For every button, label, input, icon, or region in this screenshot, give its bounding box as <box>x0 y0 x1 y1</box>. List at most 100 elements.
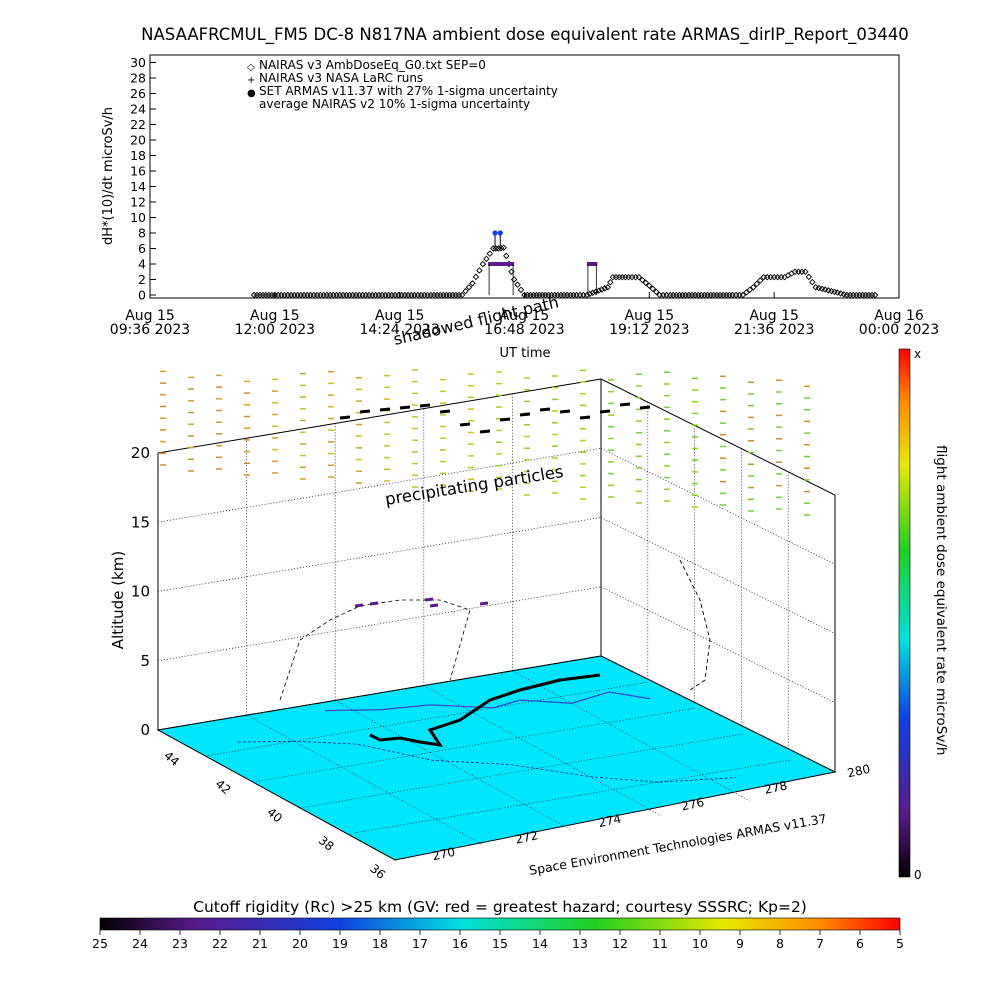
nairas-v3-point <box>307 291 314 299</box>
rigidity-tick-label: 17 <box>412 936 428 951</box>
longitude-tick-label: 276 <box>680 795 705 813</box>
nairas-v3-point <box>770 273 778 281</box>
flight-segment <box>639 405 651 410</box>
rigidity-colorbar-title: Cutoff rigidity (Rc) >25 km (GV: red = g… <box>193 898 807 916</box>
rigidity-tick-label: 21 <box>252 936 268 951</box>
state-border <box>237 740 737 783</box>
flight-segment <box>619 402 631 407</box>
nairas-v3-point <box>659 291 667 299</box>
rigidity-tick-label: 25 <box>92 936 108 951</box>
nairas-v3-point <box>287 291 295 299</box>
armas-point <box>492 230 498 236</box>
nairas-v3-point <box>300 291 308 299</box>
rigidity-tick-label: 10 <box>692 936 708 951</box>
nairas-v3-point <box>809 278 816 286</box>
nairas-v3-point <box>635 273 643 281</box>
nairas-v3-point <box>333 291 340 299</box>
x-tick-label-date: Aug 15 <box>250 308 300 324</box>
nairas-v3-point <box>317 291 324 299</box>
nairas-v3-point <box>401 291 409 299</box>
nairas-v3-point <box>492 245 500 252</box>
nairas-v3-point <box>304 291 311 299</box>
rigidity-tick-label: 16 <box>452 936 468 951</box>
legend-entry: NAIRAS v3 AmbDoseEq_G0.txt SEP=0 <box>259 58 486 72</box>
nairas-v3-point <box>642 279 650 287</box>
wall-grid-line <box>157 517 602 592</box>
nairas-v3-point <box>404 291 412 299</box>
flight-dose-mark <box>424 597 434 602</box>
longitude-tick-label: 280 <box>846 762 871 780</box>
longitude-tick-label: 274 <box>597 812 622 830</box>
nairas-v3-point <box>750 284 757 291</box>
latitude-tick-label: 44 <box>161 748 182 769</box>
nairas-v3-point <box>320 291 327 299</box>
rigidity-tick-label: 19 <box>332 936 348 951</box>
precipitating-particles-label: precipitating particles <box>384 462 565 509</box>
nairas-v3-point <box>739 291 747 299</box>
precipitating-particle-field <box>160 369 810 516</box>
nairas-v3-point <box>592 288 600 295</box>
nairas-v3-point <box>500 244 507 251</box>
longitude-axis: 270 272 274 276 278 280 <box>431 762 871 863</box>
legend-entry: average NAIRAS v2 10% 1-sigma uncertaint… <box>259 97 530 111</box>
rigidity-colorbar-ticks: 25 24 23 22 21 20 19 18 17 16 15 14 13 12 11 10 9 8 7 6 5 <box>92 930 904 951</box>
legend-entry: NAIRAS v3 NASA LaRC runs <box>259 71 423 85</box>
rigidity-tick-label: 18 <box>372 936 388 951</box>
nairas-v3-point <box>589 289 597 297</box>
nairas-v3-point <box>469 280 476 287</box>
nairas-v3-point <box>486 250 494 257</box>
flight-segment <box>459 422 471 427</box>
rigidity-tick-label: 12 <box>612 936 628 951</box>
nairas-v3-point <box>472 273 480 281</box>
nairas-v3-point <box>349 291 357 299</box>
nairas-v3-point <box>607 278 614 286</box>
armas-point <box>497 230 503 236</box>
latitude-tick-label: 36 <box>367 861 388 882</box>
flight-segment <box>399 405 411 410</box>
nairas-v3-point <box>598 286 606 293</box>
nairas-v3-point <box>369 291 376 299</box>
nairas-v3-point <box>601 285 608 292</box>
longitude-tick-label: 272 <box>514 828 539 846</box>
wall-grid-line <box>600 447 836 565</box>
rigidity-tick-label: 20 <box>292 936 308 951</box>
altitude-axis-label: Altitude (km) <box>109 551 127 649</box>
flight-segment <box>359 409 371 414</box>
nairas-v3-point <box>632 273 639 281</box>
latitude-tick-label: 42 <box>213 777 234 798</box>
y-tick-label: 20 <box>130 133 146 148</box>
nairas-v3-point <box>281 291 288 299</box>
nairas-v3-point <box>805 273 813 281</box>
rigidity-tick-label: 22 <box>212 936 228 951</box>
scene-front-edges <box>157 453 836 772</box>
nairas-v3-point <box>323 291 331 299</box>
nairas-v3-point <box>417 291 425 299</box>
nairas-v3-point <box>297 291 305 299</box>
wall-grid-line <box>157 586 602 662</box>
nairas-v3-point <box>795 268 802 275</box>
nairas-v3-point <box>476 267 483 274</box>
flight-segment <box>599 409 611 414</box>
flight-shadow-curtain <box>279 599 471 701</box>
nairas-v3-point <box>375 291 383 299</box>
nairas-v3-point <box>576 291 584 299</box>
nairas-v3-point <box>365 291 373 299</box>
nairas-v3-point <box>732 291 740 299</box>
longitude-tick-label: 270 <box>431 845 456 863</box>
x-tick-label-date: Aug 15 <box>500 308 550 324</box>
rigidity-tick-label: 5 <box>896 936 904 951</box>
altitude-tick-label: 20 <box>131 444 150 462</box>
nairas-v3-point <box>580 291 587 299</box>
coastline-map <box>205 670 791 846</box>
x-tick-label-time: 16:48 2023 <box>484 322 564 338</box>
flight-segment <box>499 417 511 422</box>
timeseries-plot-area <box>250 230 879 299</box>
dose-colorbar-bottom-label: 0 <box>914 868 922 882</box>
nairas-v3-point <box>284 291 292 299</box>
nairas-v3-point <box>359 291 366 299</box>
rigidity-tick-label: 7 <box>816 936 824 951</box>
flight-segment <box>579 415 591 420</box>
latitude-tick-label: 40 <box>264 805 285 826</box>
